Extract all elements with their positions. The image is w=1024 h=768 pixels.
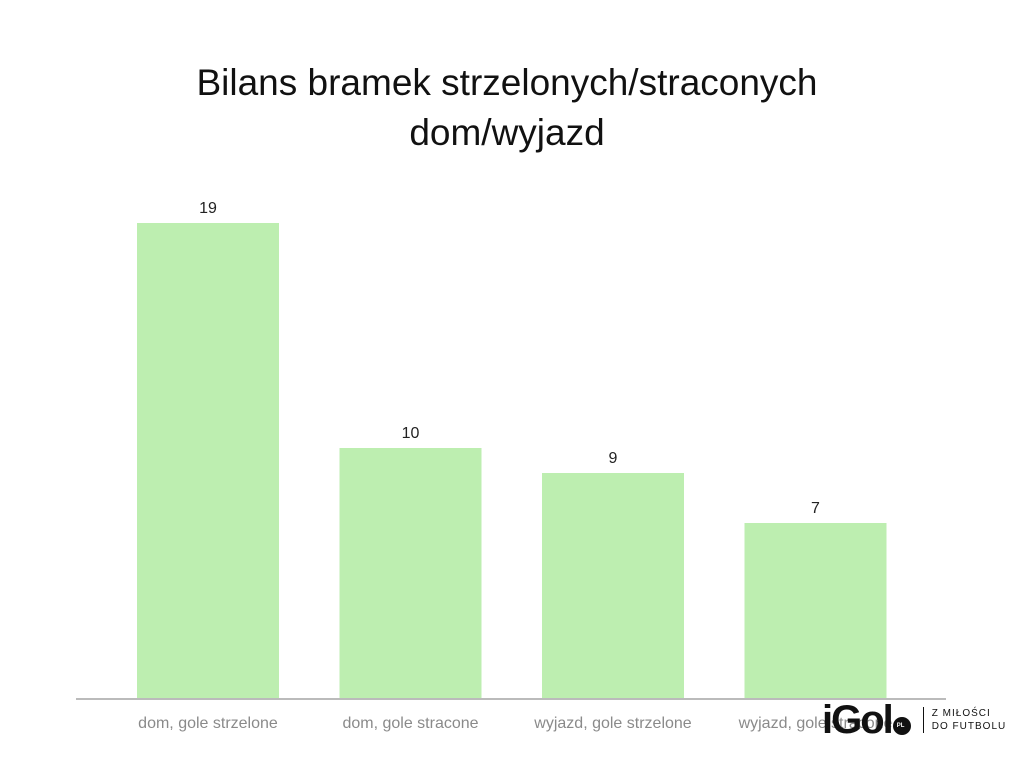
chart-title: Bilans bramek strzelonych/straconych dom… — [0, 58, 1014, 158]
logo-wordmark: iGol — [822, 698, 894, 742]
bar-1 — [137, 223, 279, 698]
value-label-4: 7 — [811, 500, 820, 517]
logo-suffix: PL — [896, 723, 905, 729]
category-label-3: wyjazd, gole strzelone — [533, 715, 692, 732]
chart-title-line-2: dom/wyjazd — [409, 112, 605, 153]
value-label-1: 19 — [199, 200, 217, 217]
category-label-1: dom, gole strzelone — [138, 715, 278, 732]
value-label-2: 10 — [402, 425, 420, 442]
football-icon: PL — [892, 717, 911, 735]
chart-title-line-1: Bilans bramek strzelonych/straconych — [196, 62, 818, 103]
labels-layer: 19 dom, gole strzelone 10 dom, gole stracon… — [138, 200, 892, 732]
brand-logo: iGol PL Z MIŁOŚCI DO FUTBOLU — [822, 698, 1006, 742]
bar-2 — [339, 448, 482, 698]
bar-4 — [744, 523, 887, 698]
logo-divider — [922, 707, 924, 733]
value-label-3: 9 — [609, 450, 618, 467]
logo-tagline-line-1: Z MIŁOŚCI — [931, 708, 991, 719]
category-label-4: wyjazd, gole stracone — [738, 715, 893, 732]
logo-tagline: Z MIŁOŚCI DO FUTBOLU — [932, 707, 1006, 733]
category-label-2: dom, gole stracone — [342, 715, 478, 732]
bars-layer — [137, 223, 887, 698]
logo-tagline-line-2: DO FUTBOLU — [931, 721, 1007, 732]
bar-3 — [542, 473, 684, 698]
